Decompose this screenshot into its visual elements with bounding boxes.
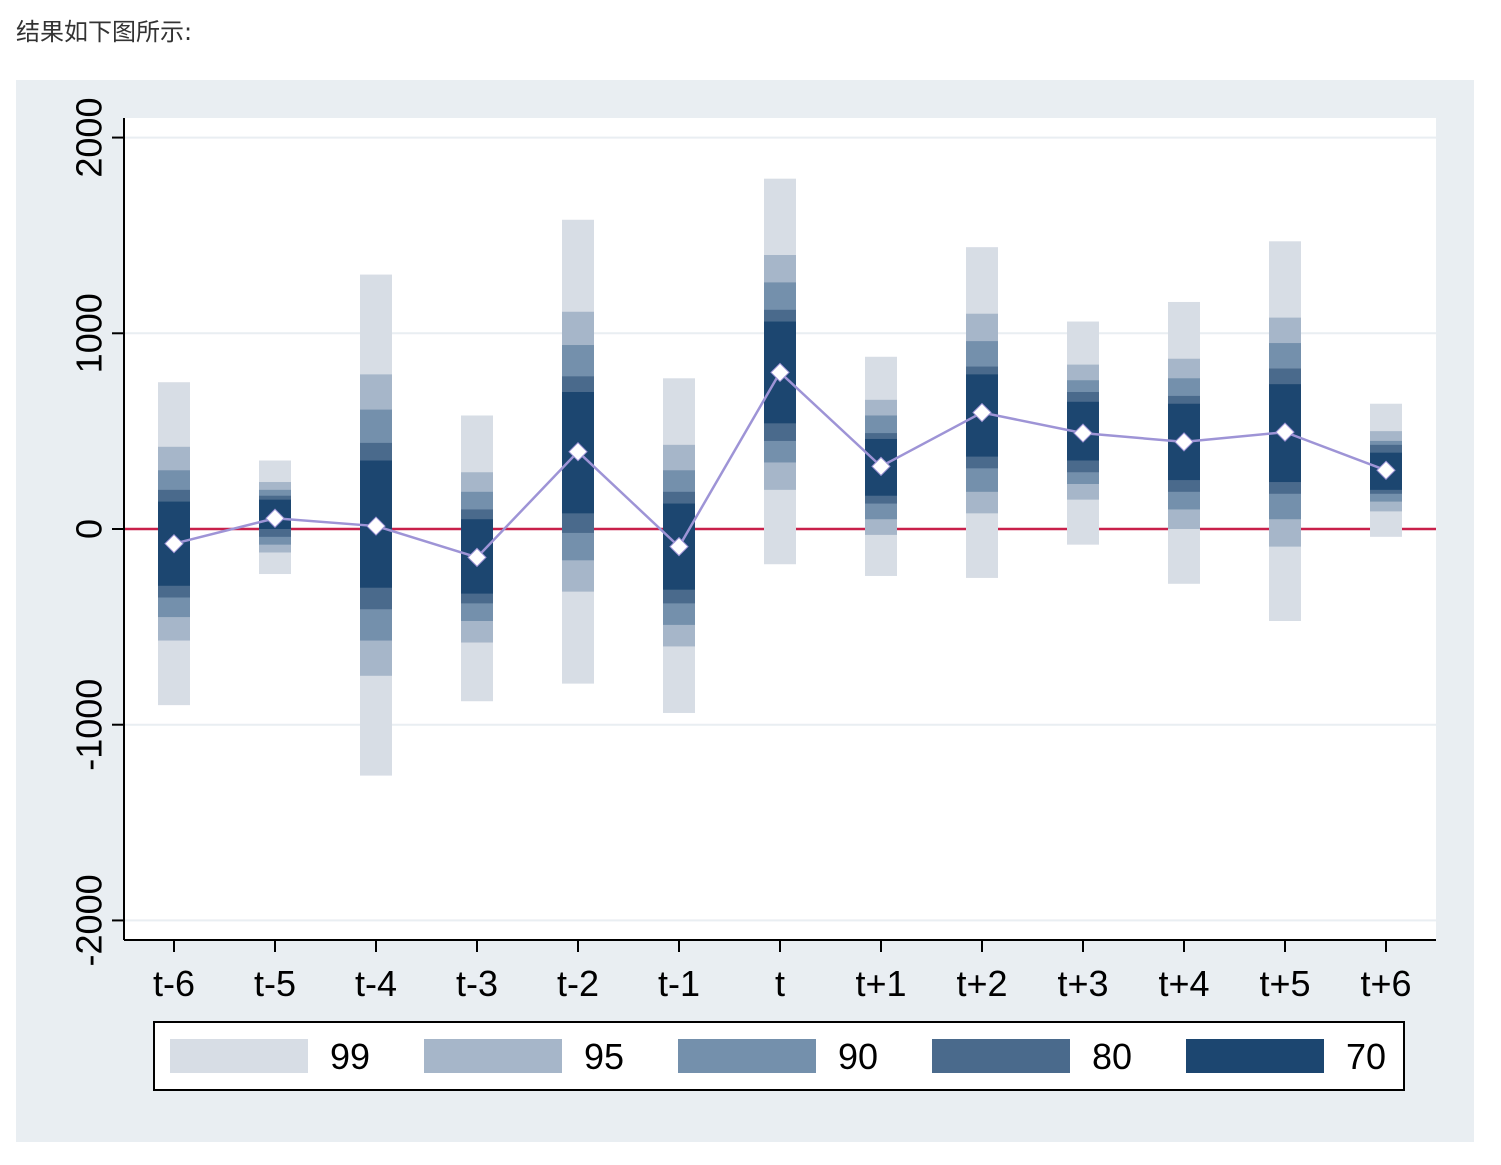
legend-swatch-80 [932, 1039, 1070, 1073]
y-tick-label: 0 [69, 519, 110, 539]
x-tick-label: t+2 [956, 963, 1007, 1004]
legend-label-90: 90 [838, 1036, 878, 1077]
legend: 99 95 90 80 70 [153, 1021, 1405, 1091]
x-tick-label: t-6 [153, 963, 195, 1004]
estimate-point-t-2 [568, 441, 588, 462]
x-tick-label: t+1 [855, 963, 906, 1004]
x-tick-label: t+6 [1360, 963, 1411, 1004]
chart-container: -2000 -1000 0 1000 2000 t-6 t-5 t-4 t-3 t-2 t-1 t t+… [16, 80, 1474, 1142]
legend-swatch-70 [1186, 1039, 1324, 1073]
estimate-markers [164, 362, 1396, 568]
legend-swatch-99 [170, 1039, 308, 1073]
x-tick-label: t+4 [1158, 963, 1209, 1004]
axes: -2000 -1000 0 1000 2000 t-6 t-5 t-4 t-3 t-2 t-1 t t+… [69, 98, 1436, 1004]
estimate-point-t-4 [366, 516, 386, 536]
estimate-point-t+4 [1174, 432, 1194, 452]
intro-text: 结果如下图所示: [16, 18, 193, 46]
y-tick-label: -2000 [69, 874, 110, 966]
x-tick-label: t-1 [658, 963, 700, 1004]
event-study-chart: -2000 -1000 0 1000 2000 t-6 t-5 t-4 t-3 t-2 t-1 t t+… [16, 80, 1474, 1142]
legend-label-99: 99 [330, 1036, 370, 1077]
estimate-point-t-3 [467, 547, 487, 568]
x-tick-label: t-5 [254, 963, 296, 1004]
estimate-point-t+1 [871, 456, 891, 477]
y-tick-label: 1000 [69, 293, 110, 373]
x-tick-label: t-3 [456, 963, 498, 1004]
x-tick-label: t+5 [1259, 963, 1310, 1004]
x-tick-label: t [775, 963, 785, 1004]
legend-label-95: 95 [584, 1036, 624, 1077]
legend-swatch-95 [424, 1039, 562, 1073]
estimate-point-t+3 [1073, 423, 1093, 443]
estimate-point-t+5 [1275, 422, 1295, 442]
legend-swatch-90 [678, 1039, 816, 1073]
x-tick-label: t-4 [355, 963, 397, 1004]
estimate-point-t+6 [1376, 460, 1396, 480]
x-tick-label: t+3 [1057, 963, 1108, 1004]
y-tick-label: 2000 [69, 98, 110, 178]
estimate-point-t+2 [972, 402, 992, 423]
y-tick-label: -1000 [69, 679, 110, 771]
legend-label-80: 80 [1092, 1036, 1132, 1077]
x-tick-label: t-2 [557, 963, 599, 1004]
legend-label-70: 70 [1346, 1036, 1386, 1077]
estimate-point-t-6 [164, 533, 184, 554]
estimate-point-t [770, 362, 790, 383]
estimate-point-t-5 [265, 508, 285, 528]
estimate-point-t-1 [669, 536, 689, 557]
